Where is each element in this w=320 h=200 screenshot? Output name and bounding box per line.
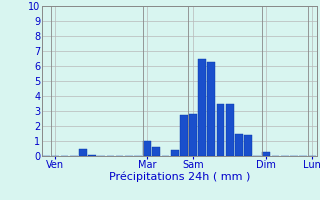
Bar — [207, 62, 215, 156]
Bar — [79, 148, 87, 156]
Bar — [217, 104, 224, 156]
Bar — [226, 104, 234, 156]
Bar — [244, 135, 252, 156]
Bar — [88, 154, 96, 156]
Bar — [189, 114, 197, 156]
Bar — [198, 58, 206, 156]
Bar — [152, 147, 160, 156]
Bar — [180, 115, 188, 156]
Bar — [171, 150, 179, 156]
Bar — [235, 134, 243, 156]
Bar — [262, 152, 270, 156]
Bar — [143, 141, 151, 156]
X-axis label: Précipitations 24h ( mm ): Précipitations 24h ( mm ) — [108, 172, 250, 182]
